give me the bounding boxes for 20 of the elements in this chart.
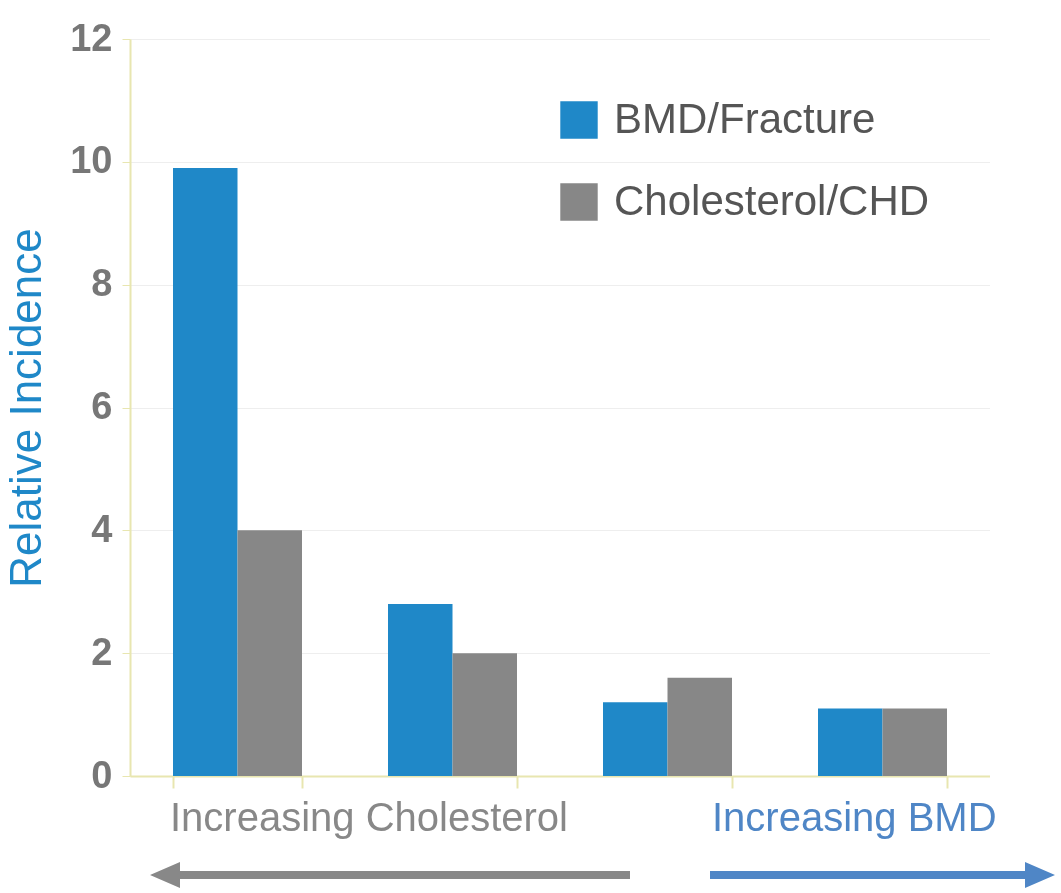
text: Increasing BMD (712, 795, 997, 840)
bar (452, 653, 517, 776)
text: Increasing Cholesterol (170, 795, 568, 840)
bar (173, 167, 238, 776)
legend-label: BMD/Fracture (614, 95, 876, 142)
y-tick-label: 4 (91, 507, 113, 550)
bar (667, 677, 732, 776)
y-axis-title: Relative Incidence (1, 228, 51, 588)
bar (882, 708, 947, 776)
y-tick-label: 2 (91, 630, 113, 673)
bar (603, 702, 668, 776)
bar (388, 604, 453, 776)
y-tick-label: 8 (91, 262, 113, 305)
bar (237, 530, 302, 776)
legend-label: Cholesterol/CHD (614, 177, 930, 224)
bar (818, 708, 883, 776)
y-tick-label: 6 (91, 385, 113, 427)
y-tick-label: 12 (70, 16, 113, 59)
y-tick-label: 0 (91, 753, 113, 796)
y-tick-label: 10 (70, 139, 113, 182)
